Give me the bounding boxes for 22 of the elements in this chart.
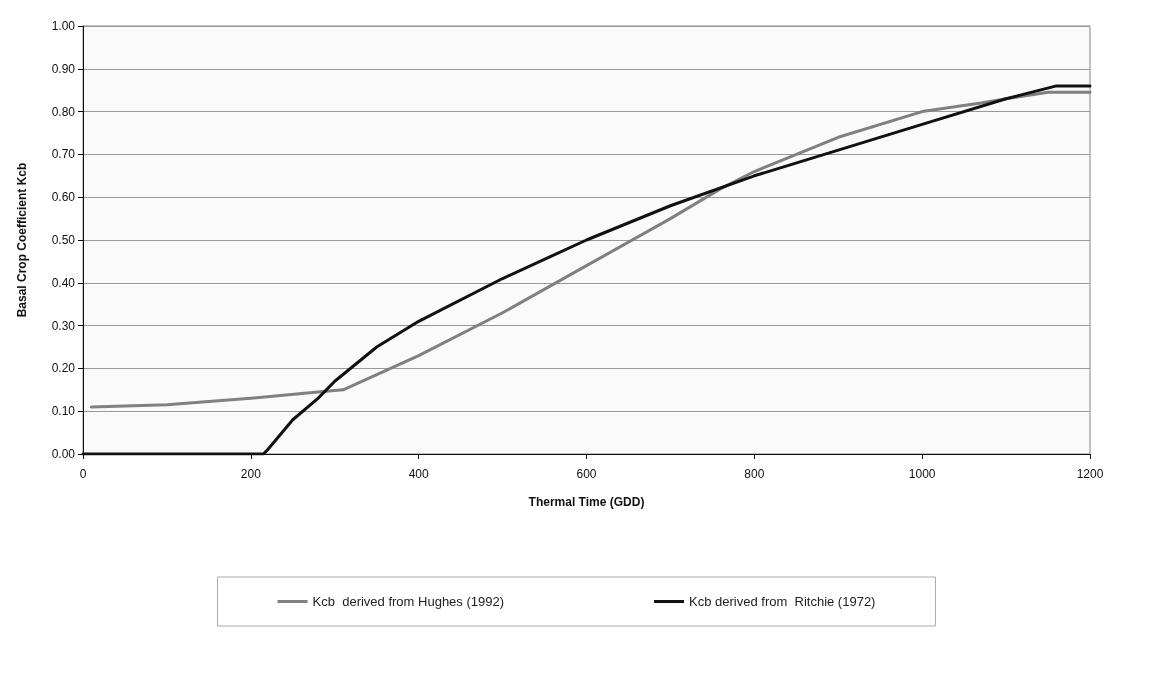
x-axis-title: Thermal Time (GDD)	[528, 495, 645, 509]
y-tick-label: 0.60	[51, 190, 76, 205]
legend-label: Kcb derived from Ritchie (1972)	[689, 594, 876, 609]
y-tick-label: 0.50	[51, 233, 76, 247]
x-tick-label: 1200	[1076, 467, 1104, 481]
y-tick-label: 0.10	[51, 404, 76, 419]
legend-label: Kcb derived from Hughes (1992)	[312, 594, 505, 609]
y-tick-label: 0.90	[51, 61, 76, 76]
x-tick-label: 1000	[908, 467, 936, 481]
x-tick-label: 200	[240, 467, 262, 481]
y-tick-label: 0.00	[51, 447, 76, 461]
x-tick-label: 600	[576, 467, 597, 481]
y-tick-label: 0.30	[51, 318, 76, 333]
x-tick-label: 0	[79, 467, 87, 481]
y-tick-label: 0.40	[51, 275, 76, 290]
y-axis-title: Basal Crop Coefficient Kcb	[15, 162, 29, 318]
x-tick-label: 400	[408, 467, 429, 481]
y-tick-label: 1.00	[51, 19, 76, 33]
y-tick-label: 0.20	[51, 361, 76, 376]
y-tick-label: 0.70	[51, 147, 76, 162]
x-tick-label: 800	[744, 467, 765, 481]
y-tick-label: 0.80	[51, 104, 76, 119]
